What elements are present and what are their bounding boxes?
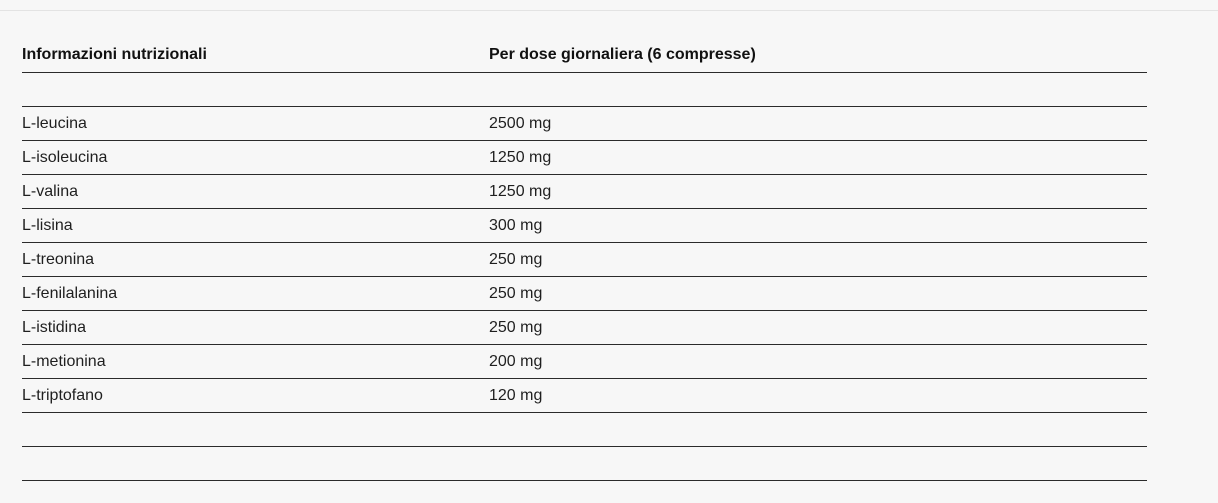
nutrient-cell: L-valina — [22, 182, 79, 200]
dose-cell: 300 mg — [489, 216, 543, 234]
dose-cell: 1250 mg — [489, 182, 552, 200]
table-row: L-treonina 250 mg — [22, 243, 1147, 277]
nutrient-cell: L-fenilalanina — [22, 284, 118, 302]
table-header-row: Informazioni nutrizionali Per dose giorn… — [22, 38, 1147, 73]
table-row — [22, 413, 1147, 447]
dose-cell: 250 mg — [489, 318, 543, 336]
table-row — [22, 73, 1147, 107]
table-row: L-metionina 200 mg — [22, 345, 1147, 379]
table-row: L-valina 1250 mg — [22, 175, 1147, 209]
dose-cell: 2500 mg — [489, 114, 552, 132]
table-row: L-lisina 300 mg — [22, 209, 1147, 243]
nutrient-cell: L-leucina — [22, 114, 87, 132]
table-row: L-isoleucina 1250 mg — [22, 141, 1147, 175]
header-dose: Per dose giornaliera (6 compresse) — [489, 46, 756, 63]
nutrient-cell: L-triptofano — [22, 386, 103, 404]
nutrient-cell: L-treonina — [22, 250, 95, 268]
nutrient-cell: L-metionina — [22, 352, 106, 370]
table-row: L-fenilalanina 250 mg — [22, 277, 1147, 311]
table-row — [22, 447, 1147, 481]
table-row: L-leucina 2500 mg — [22, 107, 1147, 141]
dose-cell: 1250 mg — [489, 148, 552, 166]
nutrient-cell: L-isoleucina — [22, 148, 108, 166]
top-divider — [0, 10, 1218, 11]
table-body: L-leucina 2500 mg L-isoleucina 1250 mg L-val… — [22, 73, 1147, 481]
table-row: L-istidina 250 mg — [22, 311, 1147, 345]
dose-cell: 200 mg — [489, 352, 543, 370]
nutrient-cell: L-lisina — [22, 216, 73, 234]
table-row: L-triptofano 120 mg — [22, 379, 1147, 413]
header-nutrient: Informazioni nutrizionali — [22, 46, 207, 63]
dose-cell: 120 mg — [489, 386, 543, 404]
nutrition-table: Informazioni nutrizionali Per dose giorn… — [22, 38, 1147, 481]
dose-cell: 250 mg — [489, 284, 543, 302]
dose-cell: 250 mg — [489, 250, 543, 268]
nutrient-cell: L-istidina — [22, 318, 87, 336]
